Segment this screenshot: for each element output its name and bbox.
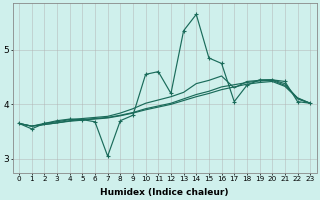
X-axis label: Humidex (Indice chaleur): Humidex (Indice chaleur) (100, 188, 229, 197)
